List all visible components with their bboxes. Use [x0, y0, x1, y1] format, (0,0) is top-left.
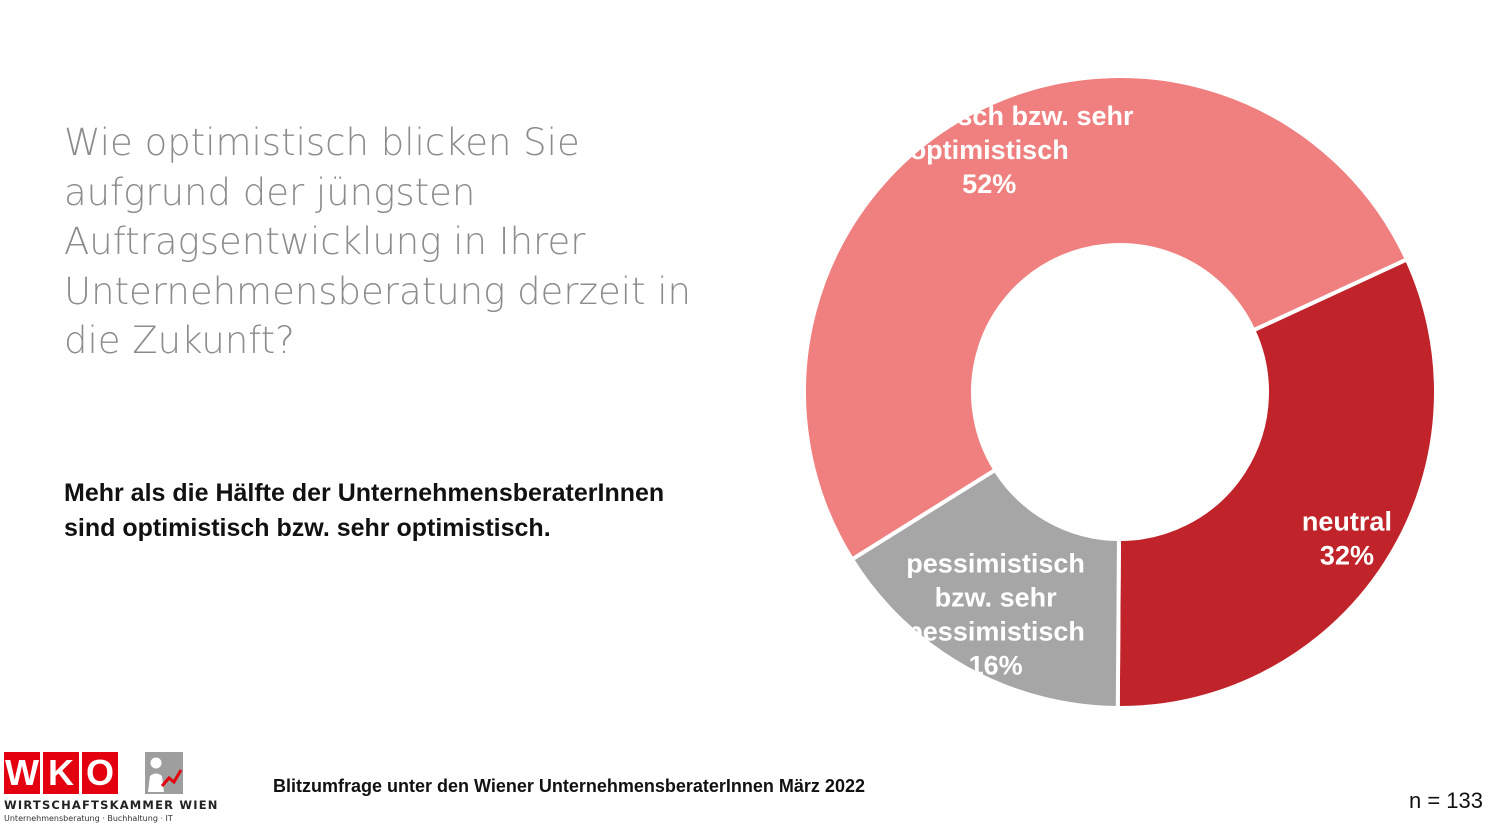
logo-letter-w: W — [4, 752, 40, 794]
donut-slice-1 — [1115, 256, 1438, 710]
wko-logo: W K O WIRTSCHAFTSKAMMER WIEN Unternehmen… — [4, 752, 219, 830]
slice-name-1-line-0: neutral — [1302, 506, 1392, 536]
slice-name-0-line-1: optimistisch — [910, 135, 1069, 165]
logo-letter-o: O — [82, 752, 118, 794]
slice-value-0: 52% — [962, 169, 1016, 199]
slice-label-2: pessimistisch bzw. sehr pessimistisch 16% — [906, 549, 1085, 681]
donut-slice-2 — [849, 467, 1121, 711]
logo-letter-k: K — [43, 752, 79, 794]
slice-name-2-line-2: pessimistisch — [906, 617, 1085, 647]
slice-value-1: 32% — [1320, 540, 1374, 570]
logo-division-name: Unternehmensberatung · Buchhaltung · IT — [4, 814, 173, 823]
donut-slice-0 — [802, 74, 1410, 563]
donut-chart: optimistisch bzw. sehr optimistisch 52% neu… — [802, 74, 1438, 711]
slice-label-1: neutral 32% — [1302, 506, 1392, 570]
question-title: Wie optimistisch blicken Sie aufgrund de… — [64, 121, 691, 362]
slice-value-2: 16% — [969, 651, 1023, 681]
sample-size: n = 133 — [1408, 788, 1483, 813]
slice-name-2-line-1: bzw. sehr — [935, 583, 1058, 613]
slice-name-2-line-0: pessimistisch — [906, 549, 1085, 579]
summary-statement: Mehr als die Hälfte der Unternehmensbera… — [64, 479, 665, 542]
survey-source: Blitzumfrage unter den Wiener Unternehme… — [273, 776, 865, 796]
logo-organisation-name: WIRTSCHAFTSKAMMER WIEN — [4, 798, 219, 812]
slice-name-0-line-0: optimistisch bzw. sehr — [845, 101, 1134, 131]
person-chart-icon — [145, 752, 183, 794]
slice-label-0: optimistisch bzw. sehr optimistisch 52% — [845, 101, 1134, 199]
